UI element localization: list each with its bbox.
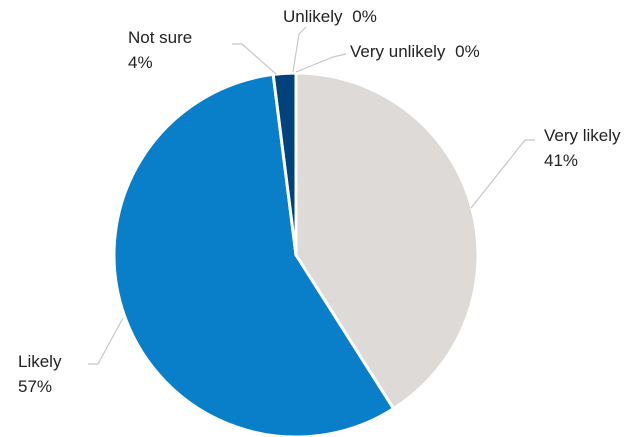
leader-line-very-unlikely: [295, 53, 347, 73]
category-not-sure: Not sure: [128, 28, 192, 47]
slice-not-sure: [271, 71, 298, 257]
category-likely: Likely: [18, 352, 62, 371]
value-not-sure: 4%: [128, 53, 153, 72]
leader-line-very-likely: [470, 139, 535, 209]
value-very-likely: 41%: [544, 151, 578, 170]
label-unlikely: Unlikely 0%: [283, 7, 377, 26]
category-unlikely: Unlikely: [283, 7, 343, 26]
label-very-likely: Very likely: [544, 126, 621, 145]
category-very-likely: Very likely: [544, 126, 621, 145]
leader-lines: [88, 26, 535, 365]
value-very-unlikely: 0%: [455, 42, 480, 61]
leader-line-unlikely: [292, 26, 307, 73]
value-unlikely: 0%: [352, 7, 377, 26]
leader-line-likely: [88, 317, 124, 365]
pie-slices: [112, 71, 480, 437]
value-likely: 57%: [18, 377, 52, 396]
category-very-unlikely: Very unlikely: [350, 42, 446, 61]
slice-labels: Very likely 41% Likely 57% Not sure 4% U…: [18, 7, 621, 396]
label-very-unlikely: Very unlikely 0%: [350, 42, 480, 61]
label-likely: Likely: [18, 352, 62, 371]
leader-line-not-sure: [232, 43, 277, 75]
label-not-sure: Not sure: [128, 28, 192, 47]
